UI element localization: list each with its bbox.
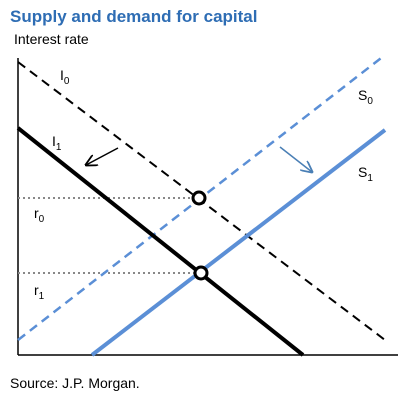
demand-i1 xyxy=(16,126,305,357)
y-axis-label: Interest rate xyxy=(14,31,89,47)
curve-label: I1 xyxy=(52,133,62,153)
supply-s1 xyxy=(90,128,387,357)
shift-arrow-demand xyxy=(86,147,119,165)
level-label: r1 xyxy=(34,282,45,302)
shift-arrow-supply xyxy=(279,146,312,172)
level-label: r0 xyxy=(34,205,45,225)
curve-label: I0 xyxy=(60,67,70,87)
curve-label: S0 xyxy=(358,87,373,107)
curve-label: S1 xyxy=(358,164,373,184)
equilibrium-1 xyxy=(193,265,209,281)
equilibrium-0 xyxy=(191,190,207,206)
title: Supply and demand for capital xyxy=(10,7,257,26)
source: Source: J.P. Morgan. xyxy=(10,375,140,391)
